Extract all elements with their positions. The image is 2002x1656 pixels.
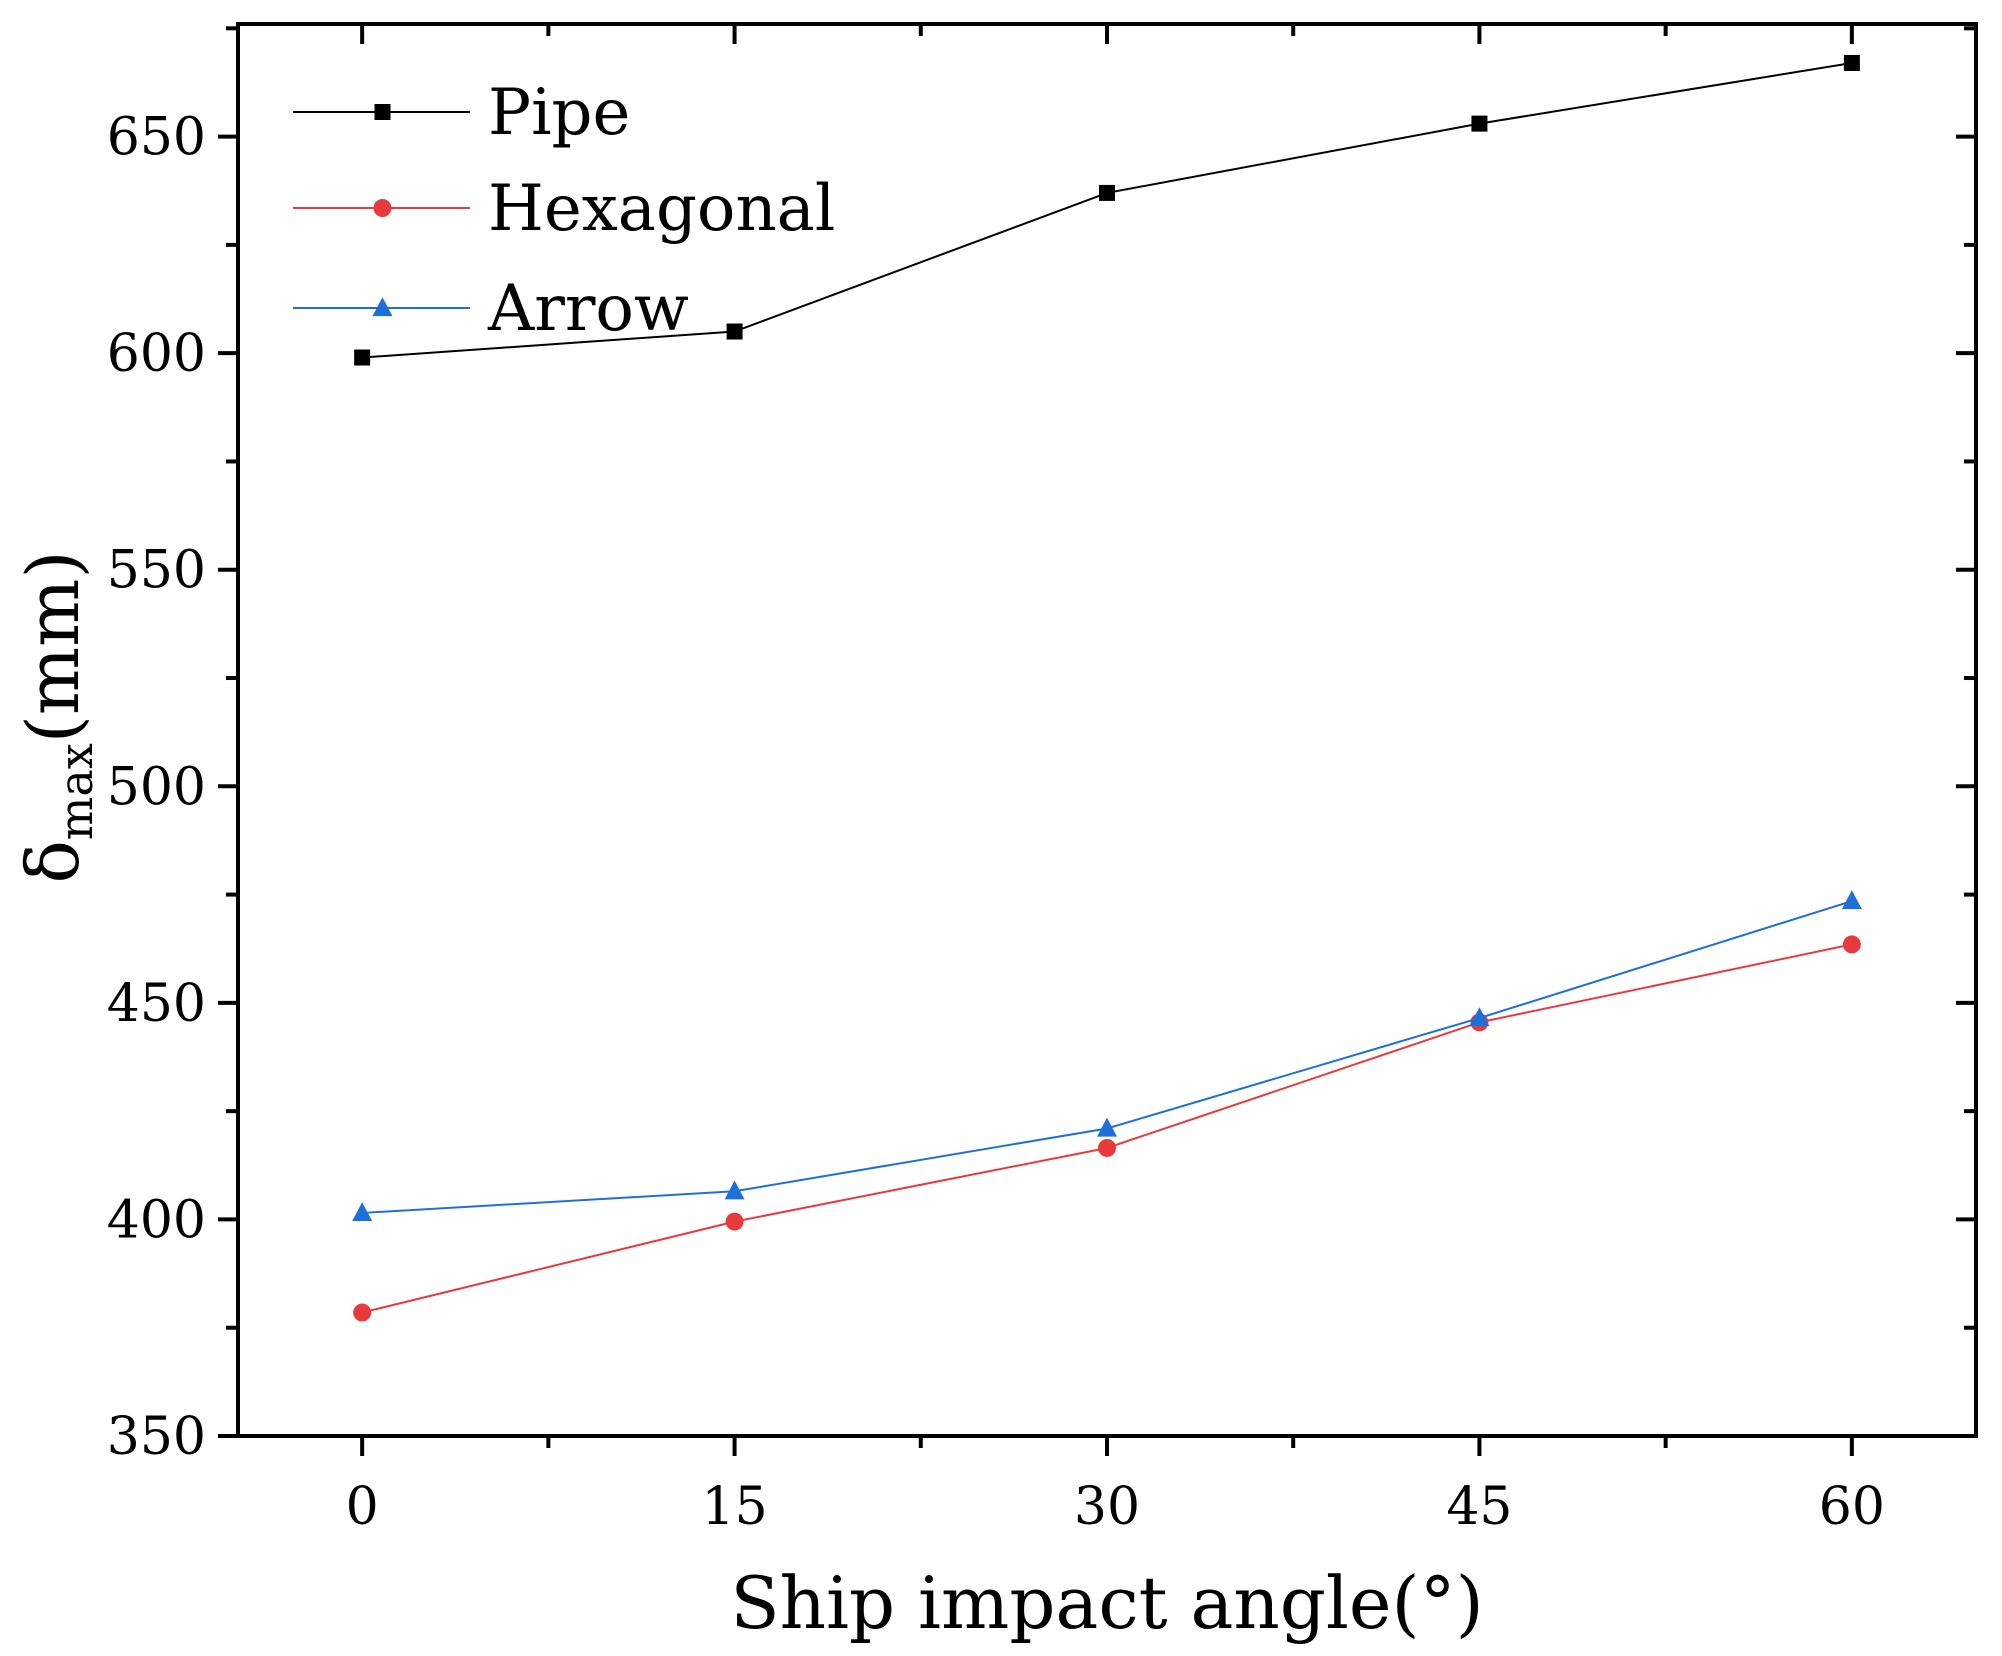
legend-marker-pipe: [374, 104, 391, 120]
x-tick-label: 60: [1819, 1477, 1885, 1537]
y-tick-label: 400: [107, 1190, 206, 1250]
data-point-pipe: [726, 323, 743, 340]
data-point-arrow: [1841, 890, 1862, 910]
data-point-pipe: [1843, 54, 1860, 71]
y-tick-label: 600: [107, 324, 206, 384]
series-line-arrow: [362, 900, 1853, 1214]
data-point-arrow: [1097, 1117, 1117, 1137]
data-point-pipe: [354, 349, 371, 366]
data-point-pipe: [1471, 115, 1488, 132]
data-point-arrow: [352, 1202, 373, 1222]
legend-marker-arrow: [372, 297, 393, 317]
y-tick-label: 650: [107, 108, 206, 168]
x-tick-label: 45: [1446, 1477, 1512, 1537]
y-axis-title-symbol: δ: [11, 840, 95, 883]
data-point-hexagonal: [353, 1303, 372, 1322]
legend-item-hexagonal: Hexagonal: [293, 172, 835, 246]
legend-item-pipe: Pipe: [293, 76, 630, 150]
y-tick-label: 450: [107, 974, 206, 1034]
legend: Pipe Hexagonal Arrow: [293, 76, 835, 346]
x-axis-title: Ship impact angle(°): [730, 1561, 1483, 1645]
x-tick-label: 15: [701, 1477, 767, 1537]
data-point-arrow: [724, 1180, 745, 1200]
y-tick-label: 500: [107, 757, 206, 817]
legend-label-arrow: Arrow: [487, 272, 689, 346]
x-axis: 0 15 30 45 60: [346, 24, 1885, 1537]
legend-item-arrow: Arrow: [293, 272, 689, 346]
y-axis: 350 400 450 500 550 600 650: [107, 26, 1976, 1467]
series-layer: [352, 54, 1862, 1322]
y-tick-label: 350: [107, 1407, 206, 1467]
data-point-hexagonal: [725, 1212, 744, 1231]
y-axis-title-unit: (mm): [11, 550, 95, 743]
y-axis-title: δmax(mm): [11, 550, 103, 883]
legend-label-hexagonal: Hexagonal: [488, 172, 835, 246]
y-axis-title-subscript: max: [49, 743, 103, 840]
legend-label-pipe: Pipe: [488, 76, 630, 150]
series-arrow: [352, 890, 1862, 1222]
y-tick-label: 550: [107, 541, 206, 601]
series-hexagonal: [353, 935, 1861, 1322]
data-point-hexagonal: [1098, 1138, 1116, 1157]
x-tick-label: 30: [1074, 1477, 1140, 1537]
x-tick-label: 0: [346, 1477, 379, 1537]
legend-marker-hexagonal: [373, 199, 392, 217]
data-point-pipe: [1099, 184, 1115, 201]
series-pipe: [354, 54, 1860, 366]
data-point-hexagonal: [1842, 935, 1861, 954]
data-point-arrow: [1469, 1007, 1490, 1027]
